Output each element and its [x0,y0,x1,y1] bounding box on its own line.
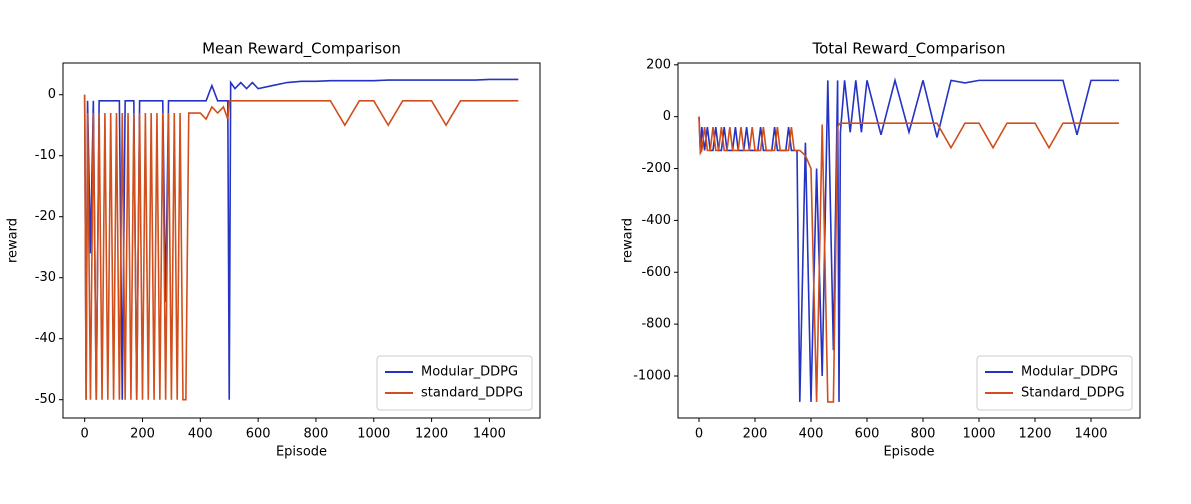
x-tick-label: 1200 [1018,427,1051,442]
x-tick-label: 800 [911,427,936,442]
series-line [83,78,519,400]
x-tick-label: 400 [188,427,213,442]
legend-label: standard_DDPG [421,386,523,401]
x-axis-label: Episode [883,445,934,460]
x-tick-label: 1000 [962,427,995,442]
chart-title: Mean Reward_Comparison [202,40,401,59]
legend-box [376,355,533,411]
y-tick-label: -30 [35,270,56,285]
legend-label: Modular_DDPG [1021,365,1118,380]
x-tick-label: 800 [304,427,329,442]
x-tick-label: 0 [81,427,89,442]
y-tick-label: -50 [35,392,56,407]
legend-box [976,355,1133,411]
y-tick-label: -600 [641,265,671,280]
axes-frame [62,62,541,419]
y-tick-label: -10 [35,148,56,163]
legend-label: Modular_DDPG [421,365,518,380]
x-tick-label: 200 [130,427,155,442]
x-tick-label: 1400 [1074,427,1107,442]
legend-label: Standard_DDPG [1021,386,1125,401]
x-tick-label: 0 [695,427,703,442]
legend: Modular_DDPG Standard_DDPG [976,355,1133,411]
x-tick-label: 1200 [415,427,448,442]
subplot: Mean Reward_Comparison Episode reward 0 200 4… [6,40,541,460]
subplot: Total Reward_Comparison Episode reward 0 200… [621,40,1141,460]
y-tick-label: -200 [641,161,671,176]
y-tick-label: -1000 [633,368,671,383]
y-tick-label: 200 [646,57,671,72]
y-tick-label: -20 [35,209,56,224]
y-tick-label: 0 [663,109,671,124]
series-line [698,77,1119,402]
x-axis-label: Episode [276,445,327,460]
y-axis-label: reward [6,218,21,263]
y-tick-label: -40 [35,331,56,346]
series-line [698,116,1119,403]
plot-area [698,77,1119,403]
plot-area [83,78,519,401]
y-tick-label: -400 [641,213,671,228]
chart-title: Total Reward_Comparison [812,40,1006,59]
y-tick-label: -800 [641,317,671,332]
axes-frame [677,62,1141,419]
x-tick-label: 1400 [473,427,506,442]
x-tick-label: 1000 [357,427,390,442]
series-line [83,94,519,401]
x-tick-label: 200 [743,427,768,442]
y-tick-label: 0 [48,87,56,102]
y-axis-label: reward [621,218,636,263]
x-tick-label: 600 [246,427,271,442]
x-tick-label: 600 [855,427,880,442]
legend: Modular_DDPG standard_DDPG [376,355,533,411]
x-tick-label: 400 [799,427,824,442]
